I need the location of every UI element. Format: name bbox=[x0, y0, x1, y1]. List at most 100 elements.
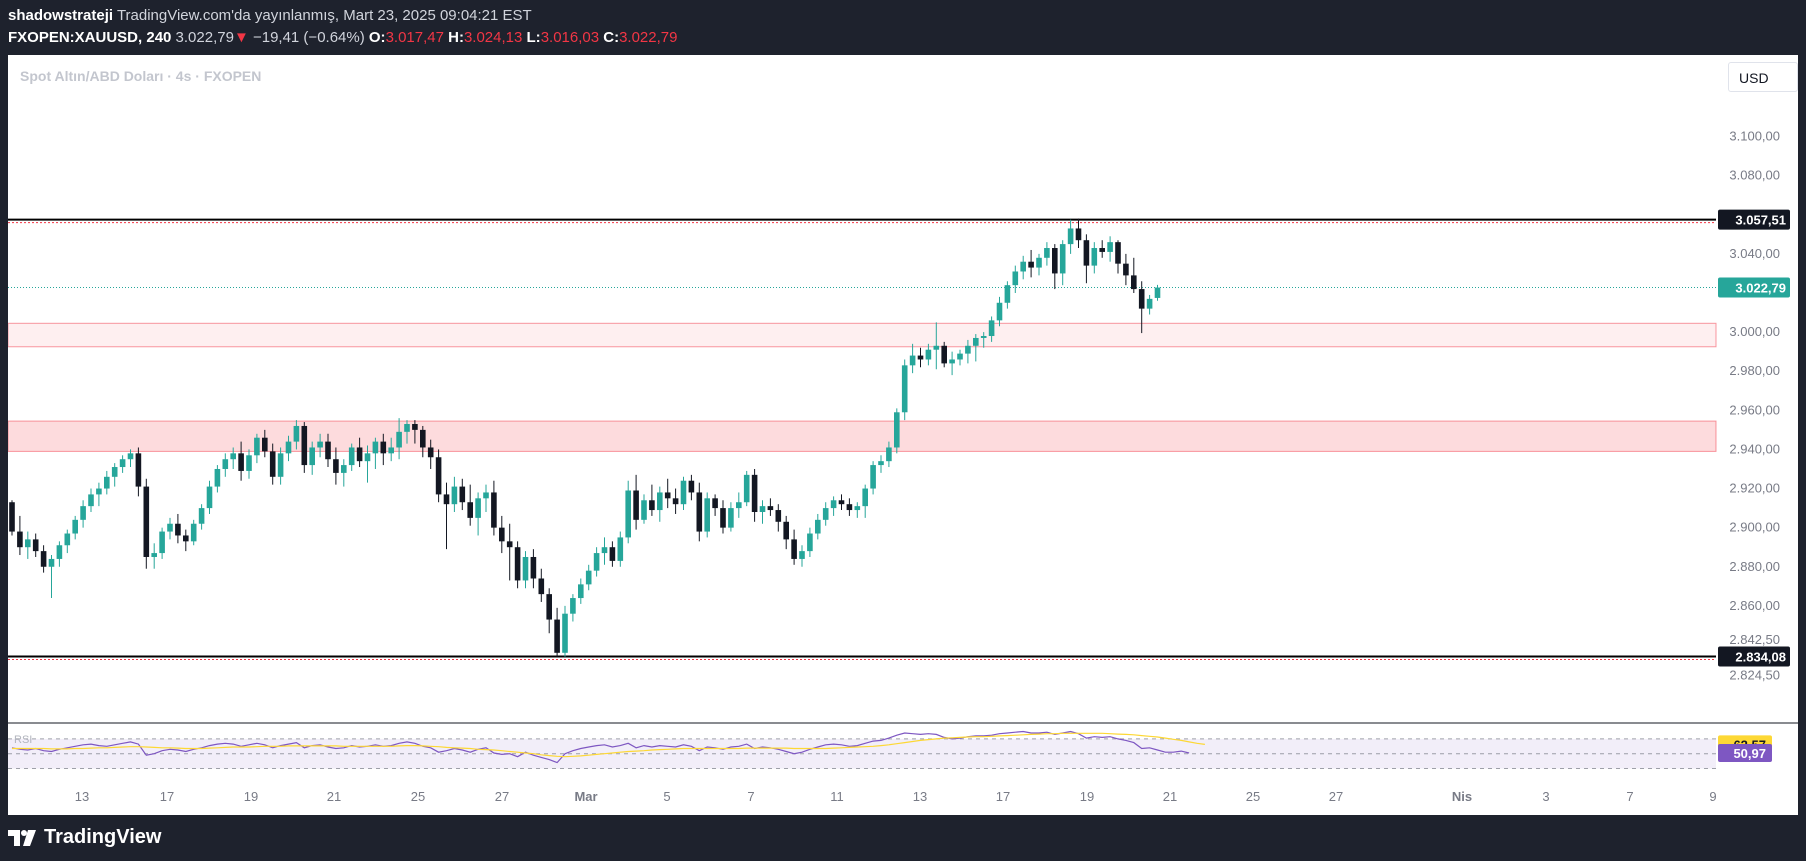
candle-body bbox=[48, 558, 55, 567]
candle-body bbox=[238, 453, 244, 471]
high-value: 3.024,13 bbox=[463, 29, 523, 46]
candle bbox=[609, 541, 616, 567]
candle-body bbox=[412, 424, 418, 430]
candle bbox=[728, 502, 734, 532]
candle bbox=[277, 447, 284, 485]
candle bbox=[925, 343, 932, 366]
candle bbox=[973, 334, 979, 362]
candle-body bbox=[973, 337, 979, 346]
candle-body bbox=[957, 353, 963, 360]
candle-body bbox=[672, 498, 679, 505]
symbol-label[interactable]: FXOPEN:XAUUSD, 240 bbox=[8, 29, 172, 46]
candle-body bbox=[9, 502, 15, 532]
candle-body bbox=[25, 539, 31, 548]
candle bbox=[854, 502, 861, 518]
upper-zone bbox=[8, 322, 1717, 348]
candle bbox=[941, 341, 947, 368]
candle-body bbox=[720, 508, 726, 528]
x-tick-label: 17 bbox=[996, 789, 1010, 804]
candle bbox=[909, 343, 916, 374]
candle-body bbox=[783, 521, 789, 540]
candle-body bbox=[499, 527, 505, 542]
candle bbox=[815, 513, 821, 540]
candle-body bbox=[159, 531, 165, 554]
candle-body bbox=[293, 425, 300, 442]
candle bbox=[704, 492, 710, 538]
candle-body bbox=[649, 500, 655, 511]
candle bbox=[680, 476, 687, 511]
candle-body bbox=[894, 412, 900, 448]
candle-body bbox=[364, 453, 371, 462]
candle-body bbox=[467, 502, 473, 518]
candle-body bbox=[111, 467, 118, 477]
resistance-badge bbox=[1718, 209, 1790, 230]
candle bbox=[822, 502, 829, 526]
publish-info: shadowstrateji TradingView.com'da yayınl… bbox=[8, 7, 532, 24]
y-tick-label: 2.842,50 bbox=[1729, 632, 1780, 647]
candle bbox=[230, 447, 236, 469]
currency-button[interactable]: USD bbox=[1728, 62, 1798, 92]
candle bbox=[649, 484, 655, 516]
candle-body bbox=[664, 492, 671, 499]
candle bbox=[427, 439, 434, 469]
candle-body bbox=[838, 500, 845, 505]
x-tick-label: 19 bbox=[244, 789, 258, 804]
candle bbox=[143, 478, 150, 569]
y-tick-label: 2.860,00 bbox=[1729, 598, 1780, 613]
candle-body bbox=[427, 447, 434, 458]
candle-body bbox=[767, 506, 774, 511]
candle bbox=[269, 443, 276, 485]
candle bbox=[238, 441, 244, 481]
candle-body bbox=[870, 465, 876, 489]
candle-body bbox=[127, 453, 134, 460]
candle bbox=[491, 480, 497, 536]
candle-body bbox=[396, 431, 402, 448]
candle bbox=[96, 482, 102, 507]
rsi-badge bbox=[1718, 743, 1772, 762]
candle bbox=[538, 568, 545, 602]
candle bbox=[917, 347, 924, 368]
candle-body bbox=[546, 594, 552, 620]
brand-name: TradingView bbox=[44, 826, 162, 848]
last-price-badge bbox=[1718, 277, 1790, 298]
candle-body bbox=[933, 345, 940, 350]
candle bbox=[933, 322, 940, 370]
x-tick-label: 7 bbox=[1626, 789, 1633, 804]
candle bbox=[593, 547, 600, 577]
candle bbox=[325, 433, 331, 468]
author-name[interactable]: shadowstrateji bbox=[8, 7, 114, 24]
candle bbox=[1012, 265, 1019, 293]
candle bbox=[736, 492, 742, 518]
candle-body bbox=[443, 494, 450, 505]
candle bbox=[720, 500, 726, 534]
last-price: 3.022,79 bbox=[175, 29, 234, 46]
candle bbox=[1036, 253, 1042, 276]
candle-body bbox=[1083, 240, 1090, 266]
tradingview-logo[interactable]: TradingView bbox=[8, 826, 161, 849]
candle-body bbox=[1115, 242, 1121, 264]
x-tick-label: Nis bbox=[1452, 789, 1472, 804]
candle bbox=[317, 433, 323, 458]
candle-body bbox=[657, 492, 663, 511]
candle-body bbox=[1036, 257, 1042, 268]
candle bbox=[364, 445, 371, 483]
candle bbox=[562, 605, 568, 657]
candle-body bbox=[901, 365, 908, 413]
candle bbox=[119, 455, 126, 473]
candle-body bbox=[80, 506, 86, 520]
candle-body bbox=[190, 523, 197, 542]
chart-title: Spot Altın/ABD Doları · 4s · FXOPEN bbox=[20, 68, 261, 84]
candle bbox=[293, 420, 300, 450]
y-tick-label: 2.920,00 bbox=[1729, 481, 1780, 496]
candle bbox=[175, 513, 181, 544]
candle bbox=[870, 461, 876, 495]
candle bbox=[751, 468, 758, 522]
candle bbox=[333, 447, 339, 485]
price-chart[interactable]: Spot Altın/ABD Doları · 4s · FXOPEN 3.100… bbox=[8, 55, 1798, 815]
chart-panel[interactable]: Spot Altın/ABD Doları · 4s · FXOPEN 3.100… bbox=[8, 55, 1798, 815]
candle bbox=[546, 588, 552, 634]
candle bbox=[40, 545, 47, 573]
candle bbox=[198, 504, 205, 530]
candle bbox=[222, 453, 229, 477]
candle bbox=[372, 437, 379, 469]
